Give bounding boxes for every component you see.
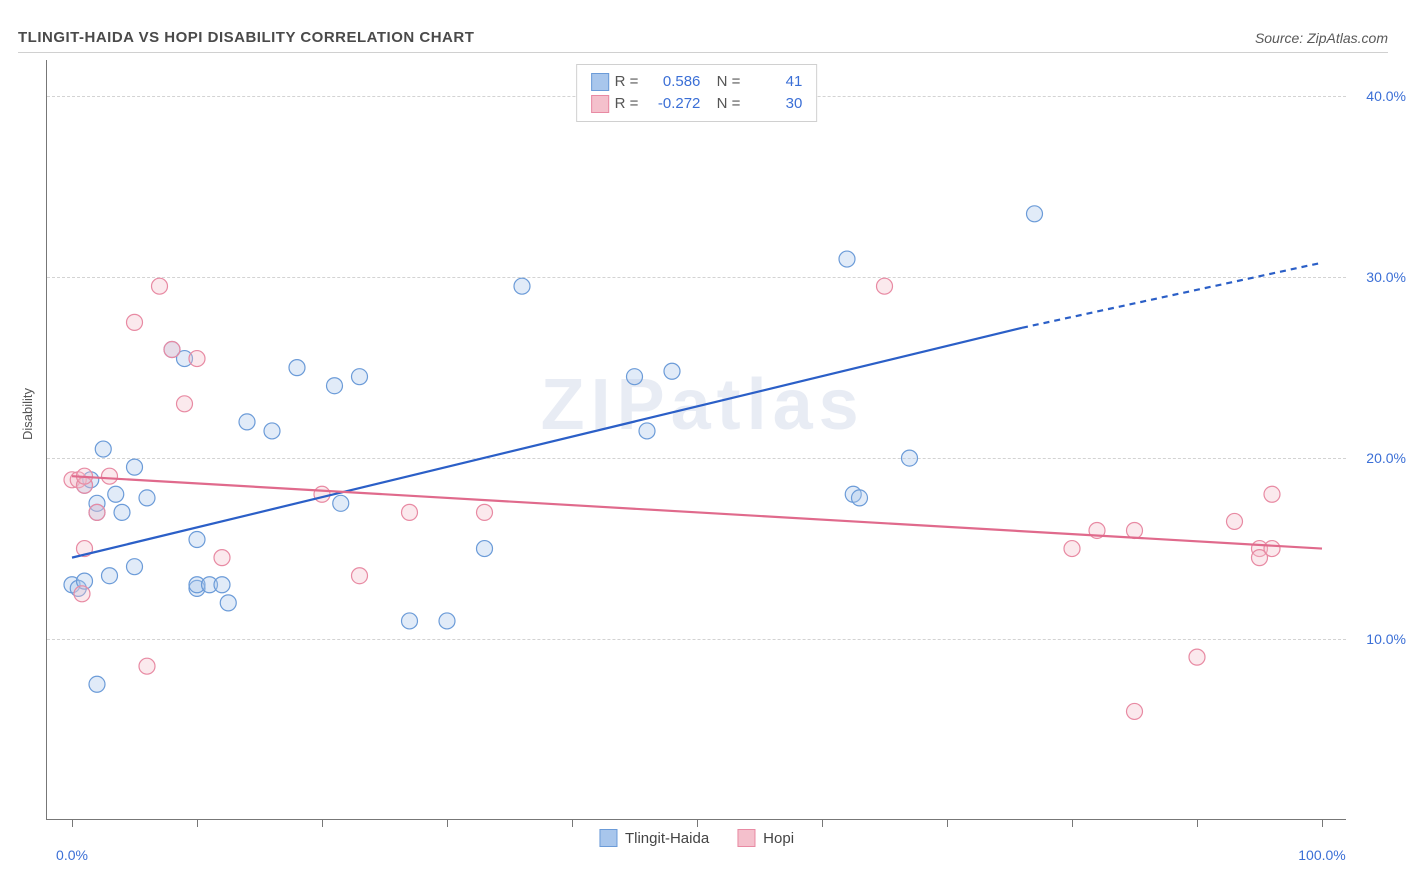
data-point — [139, 490, 155, 506]
data-point — [877, 278, 893, 294]
data-point — [189, 532, 205, 548]
data-point — [177, 396, 193, 412]
data-point — [102, 468, 118, 484]
data-point — [127, 559, 143, 575]
data-point — [289, 360, 305, 376]
legend-row-tlingit: R = 0.586 N = 41 — [591, 71, 803, 93]
data-point — [139, 658, 155, 674]
data-point — [214, 550, 230, 566]
data-point — [89, 676, 105, 692]
data-point — [314, 486, 330, 502]
data-point — [239, 414, 255, 430]
n-label: N = — [717, 93, 741, 115]
plot-area: ZIPatlas R = 0.586 N = 41 R = -0.272 N =… — [46, 60, 1346, 820]
data-point — [89, 504, 105, 520]
x-tick — [822, 819, 823, 827]
y-tick-label: 40.0% — [1356, 88, 1406, 104]
data-point — [664, 363, 680, 379]
title-bar: TLINGIT-HAIDA VS HOPI DISABILITY CORRELA… — [18, 18, 1388, 53]
trend-line-extrapolated — [1022, 263, 1322, 328]
r-label: R = — [615, 93, 639, 115]
data-point — [74, 586, 90, 602]
legend-item-tlingit: Tlingit-Haida — [599, 829, 709, 847]
n-value-tlingit: 41 — [746, 71, 802, 93]
data-point — [514, 278, 530, 294]
data-point — [1264, 541, 1280, 557]
data-point — [839, 251, 855, 267]
data-point — [127, 459, 143, 475]
data-point — [1127, 522, 1143, 538]
y-tick-label: 30.0% — [1356, 269, 1406, 285]
data-point — [852, 490, 868, 506]
r-value-hopi: -0.272 — [644, 93, 700, 115]
y-tick-label: 10.0% — [1356, 631, 1406, 647]
data-point — [902, 450, 918, 466]
r-value-tlingit: 0.586 — [644, 71, 700, 93]
x-tick — [1072, 819, 1073, 827]
source-attribution: Source: ZipAtlas.com — [1255, 30, 1388, 46]
data-point — [639, 423, 655, 439]
swatch-tlingit — [591, 73, 609, 91]
data-point — [189, 351, 205, 367]
data-point — [327, 378, 343, 394]
x-tick-label: 100.0% — [1298, 847, 1345, 863]
data-point — [477, 504, 493, 520]
data-point — [102, 568, 118, 584]
n-label: N = — [717, 71, 741, 93]
data-point — [1227, 513, 1243, 529]
y-tick-label: 20.0% — [1356, 450, 1406, 466]
x-tick — [1197, 819, 1198, 827]
data-point — [1127, 703, 1143, 719]
data-point — [402, 504, 418, 520]
data-point — [1189, 649, 1205, 665]
legend-row-hopi: R = -0.272 N = 30 — [591, 93, 803, 115]
data-point — [127, 314, 143, 330]
data-point — [1027, 206, 1043, 222]
data-point — [1264, 486, 1280, 502]
legend-item-hopi: Hopi — [737, 829, 794, 847]
data-point — [95, 441, 111, 457]
x-tick — [697, 819, 698, 827]
data-point — [402, 613, 418, 629]
swatch-hopi — [591, 95, 609, 113]
data-point — [220, 595, 236, 611]
data-point — [333, 495, 349, 511]
correlation-legend: R = 0.586 N = 41 R = -0.272 N = 30 — [576, 64, 818, 122]
data-point — [352, 369, 368, 385]
legend-label-tlingit: Tlingit-Haida — [625, 830, 709, 847]
x-tick — [447, 819, 448, 827]
swatch-tlingit — [599, 829, 617, 847]
x-tick — [197, 819, 198, 827]
legend-label-hopi: Hopi — [763, 830, 794, 847]
x-tick — [1322, 819, 1323, 827]
data-point — [439, 613, 455, 629]
data-point — [114, 504, 130, 520]
data-point — [214, 577, 230, 593]
data-point — [264, 423, 280, 439]
x-tick — [322, 819, 323, 827]
y-axis-label: Disability — [20, 388, 35, 440]
x-tick-label: 0.0% — [56, 847, 88, 863]
data-point — [627, 369, 643, 385]
plot-svg — [47, 60, 1346, 819]
x-tick — [72, 819, 73, 827]
data-point — [352, 568, 368, 584]
chart-title: TLINGIT-HAIDA VS HOPI DISABILITY CORRELA… — [18, 29, 474, 46]
data-point — [477, 541, 493, 557]
n-value-hopi: 30 — [746, 93, 802, 115]
x-tick — [947, 819, 948, 827]
r-label: R = — [615, 71, 639, 93]
data-point — [108, 486, 124, 502]
series-legend: Tlingit-Haida Hopi — [599, 829, 794, 847]
x-tick — [572, 819, 573, 827]
chart-page: TLINGIT-HAIDA VS HOPI DISABILITY CORRELA… — [0, 0, 1406, 892]
data-point — [152, 278, 168, 294]
data-point — [164, 342, 180, 358]
data-point — [1064, 541, 1080, 557]
swatch-hopi — [737, 829, 755, 847]
